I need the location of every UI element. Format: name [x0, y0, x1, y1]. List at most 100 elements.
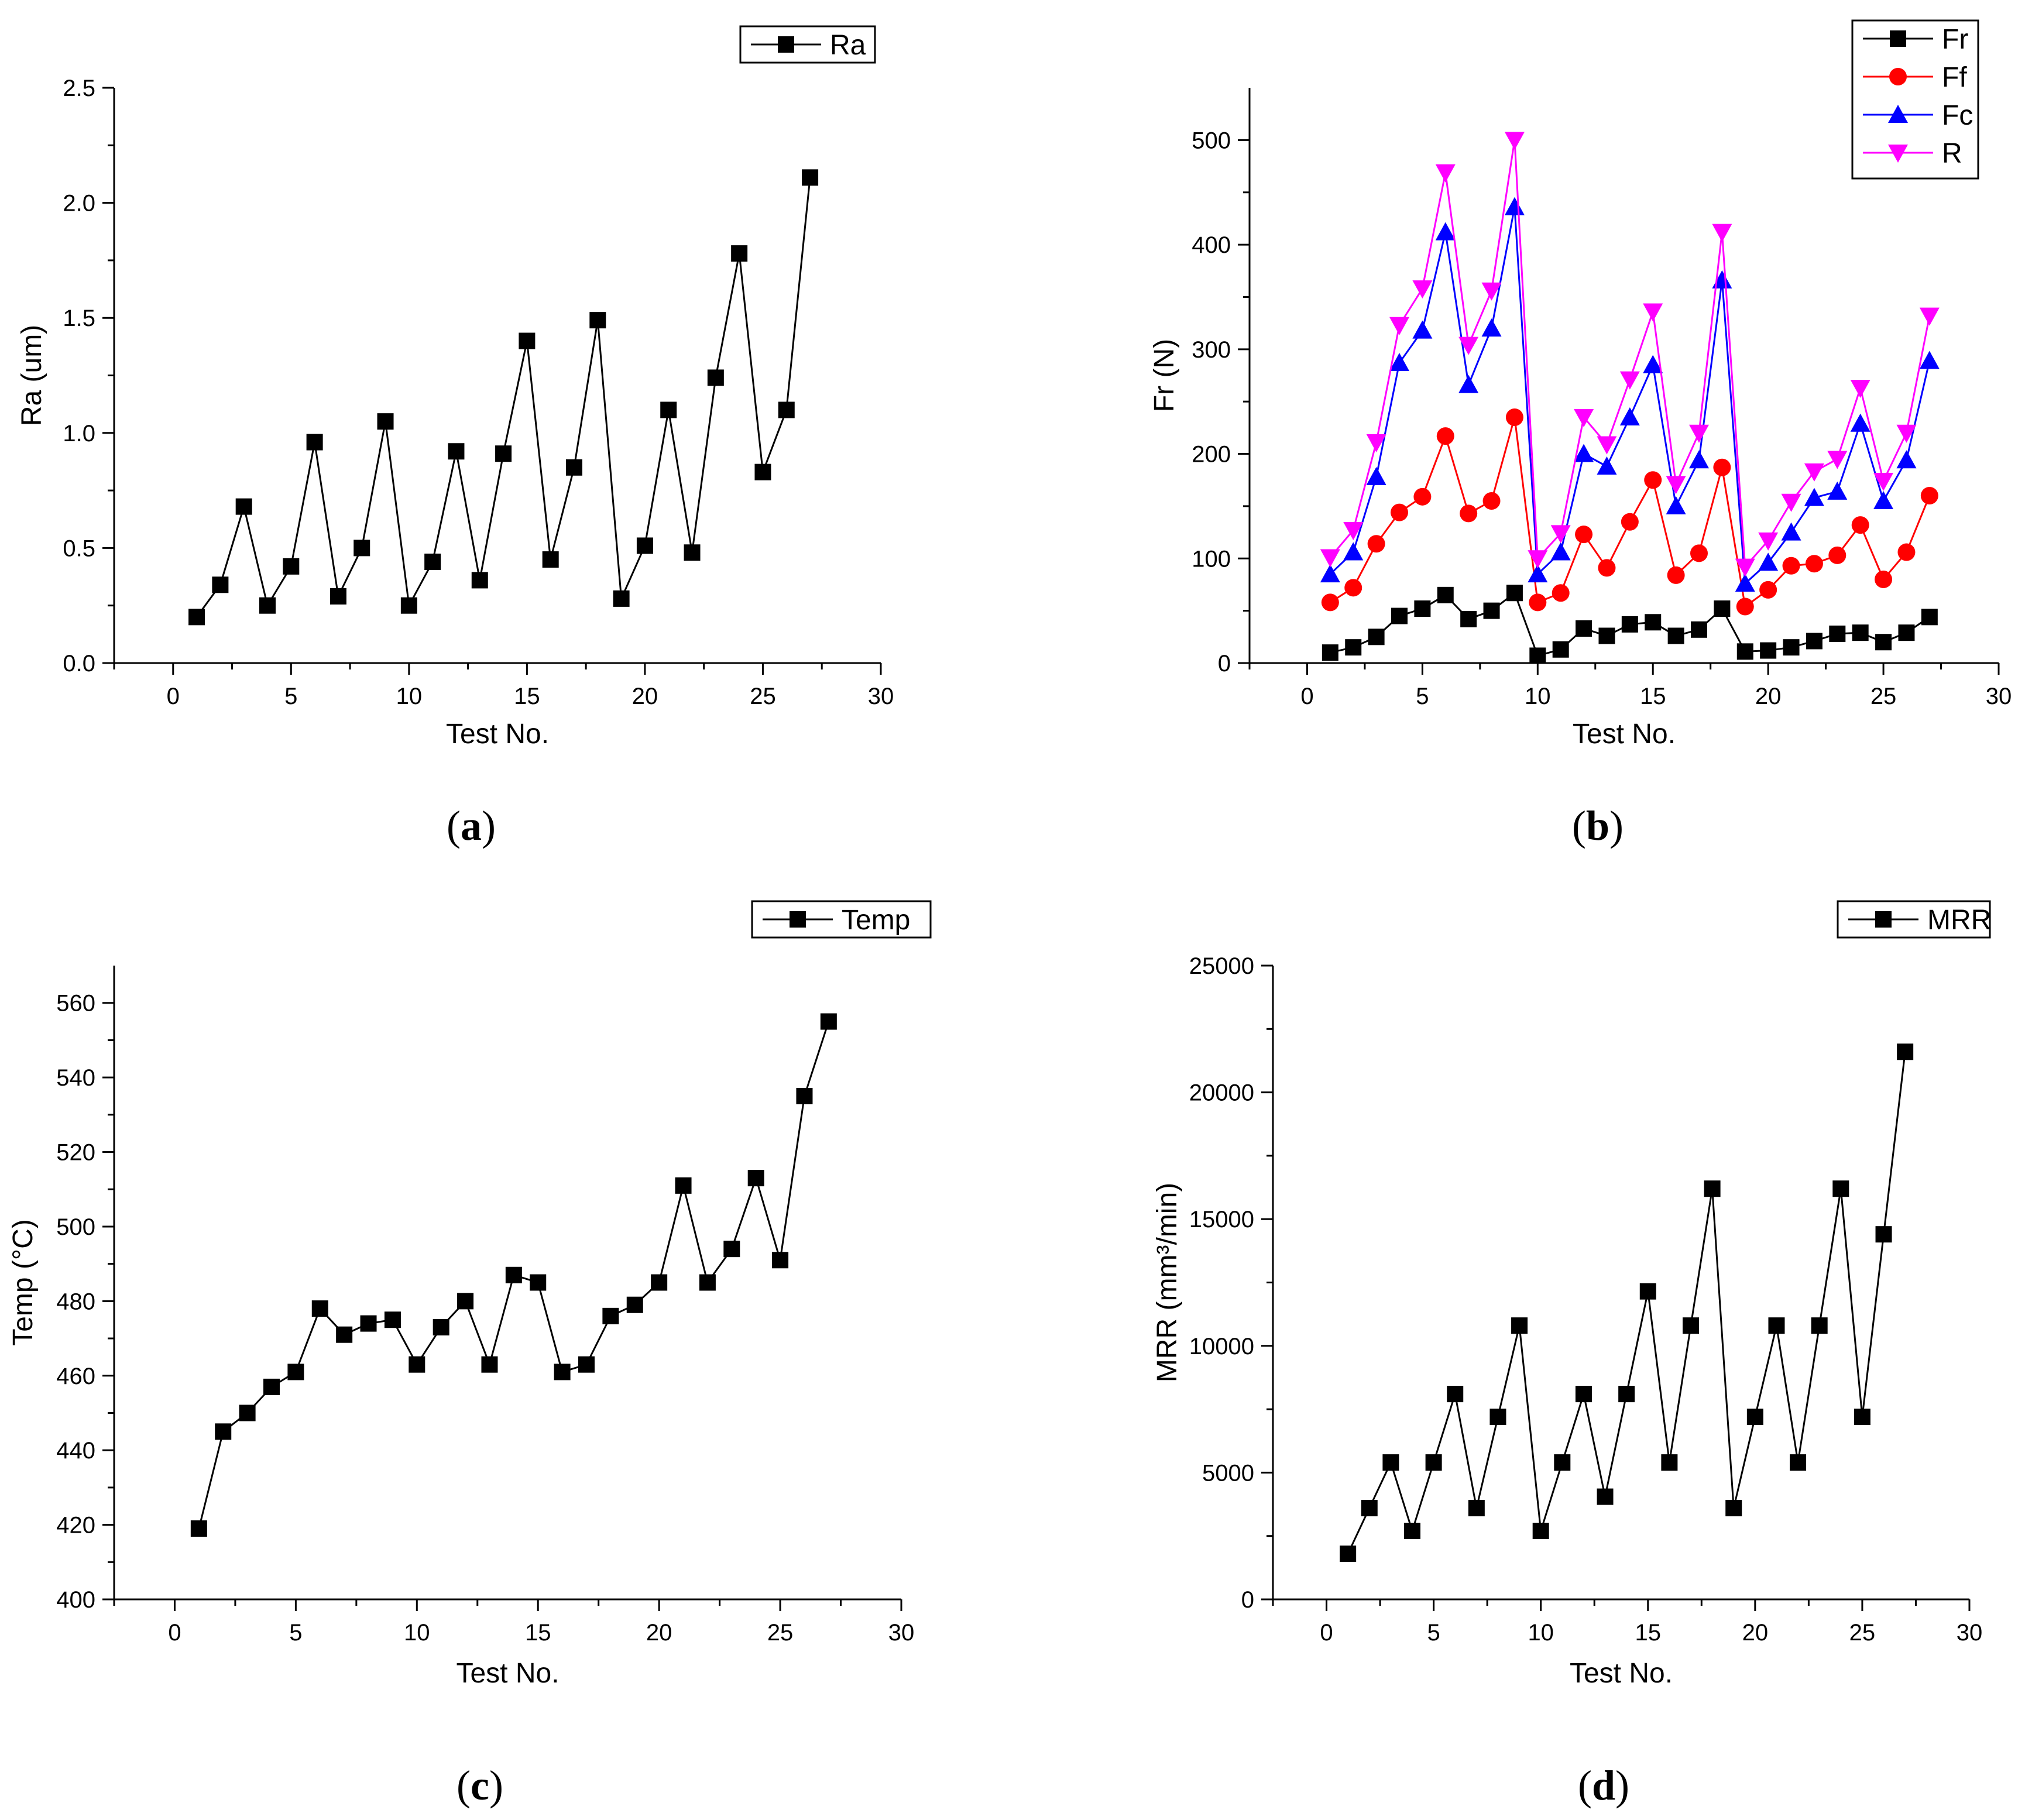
data-point	[1345, 639, 1362, 656]
data-point	[457, 1293, 474, 1310]
x-tick-label: 0	[167, 684, 180, 709]
y-tick-label: 500	[56, 1214, 95, 1240]
data-point	[660, 401, 677, 418]
y-tick-label: 15000	[1189, 1207, 1254, 1232]
data-point	[1661, 1454, 1678, 1471]
data-point	[1597, 1488, 1614, 1505]
x-tick-label: 30	[1957, 1620, 1983, 1646]
y-tick-label: 2.5	[63, 75, 95, 101]
y-tick-label: 400	[56, 1587, 95, 1613]
data-point	[1873, 473, 1894, 492]
data-point	[1340, 1546, 1357, 1563]
series-ff	[1321, 408, 1938, 616]
data-point	[336, 1326, 353, 1343]
data-point	[1644, 471, 1662, 489]
data-point	[1689, 424, 1709, 443]
data-point	[1667, 566, 1685, 584]
series-line	[1330, 417, 1931, 609]
data-point	[1667, 627, 1684, 644]
data-point	[1366, 466, 1386, 485]
data-point	[1619, 407, 1640, 425]
legend-marker	[1889, 68, 1907, 85]
x-tick-label: 15	[1640, 684, 1666, 709]
data-point	[409, 1356, 425, 1373]
data-point	[1782, 557, 1800, 575]
y-tick-label: 0	[1241, 1587, 1254, 1613]
data-point	[1897, 1043, 1914, 1060]
data-point	[212, 576, 229, 593]
x-axis-title: Test No.	[446, 719, 549, 750]
y-tick-label: 0.0	[63, 651, 95, 677]
data-point	[1850, 413, 1870, 432]
x-tick-label: 10	[1525, 684, 1551, 709]
series-line	[1347, 1052, 1906, 1554]
data-point	[1574, 444, 1594, 462]
data-point	[1343, 522, 1364, 541]
data-point	[1368, 629, 1385, 645]
data-point	[675, 1177, 692, 1194]
series-fc	[1320, 197, 1940, 592]
data-point	[1781, 493, 1801, 512]
data-point	[1898, 624, 1915, 641]
data-point	[542, 551, 559, 568]
data-point	[684, 544, 701, 561]
data-point	[1645, 614, 1662, 631]
data-point	[190, 1520, 207, 1537]
y-axis-title: Ra (um)	[16, 325, 47, 426]
data-point	[699, 1274, 716, 1291]
data-point	[1391, 503, 1408, 521]
data-point	[1804, 487, 1824, 506]
data-point	[1896, 450, 1917, 469]
data-point	[1768, 1317, 1785, 1334]
data-point	[530, 1274, 547, 1291]
x-tick-label: 0	[168, 1620, 181, 1646]
x-tick-label: 30	[1986, 684, 2012, 709]
x-tick-label: 10	[396, 684, 423, 709]
data-point	[1481, 282, 1502, 301]
y-tick-label: 0	[1218, 651, 1231, 677]
x-tick-label: 5	[1416, 684, 1429, 709]
data-point	[1575, 526, 1593, 544]
x-tick-label: 10	[404, 1620, 430, 1646]
x-tick-label: 30	[888, 1620, 915, 1646]
legend: Ra	[739, 25, 876, 64]
data-point	[613, 590, 630, 607]
y-axis-title: Temp (°C)	[8, 1219, 39, 1346]
legend: Fr Ff Fc R	[1851, 19, 1979, 180]
data-point	[1832, 1180, 1849, 1197]
y-tick-label: 560	[56, 991, 95, 1017]
data-point	[1460, 504, 1478, 523]
data-point	[239, 1405, 256, 1421]
y-tick-label: 300	[1192, 337, 1231, 363]
data-point	[1919, 307, 1940, 326]
data-point	[384, 1311, 401, 1328]
y-tick-label: 1.0	[63, 421, 95, 447]
x-tick-label: 15	[525, 1620, 551, 1646]
data-point	[802, 169, 819, 186]
data-point	[1482, 492, 1501, 510]
data-point	[1576, 620, 1592, 637]
data-point	[566, 459, 582, 476]
data-point	[731, 245, 748, 262]
data-point	[1367, 535, 1385, 553]
data-point	[1806, 633, 1823, 650]
data-point	[820, 1013, 837, 1030]
data-point	[1897, 543, 1916, 561]
data-point	[505, 1266, 522, 1283]
data-point	[1391, 607, 1408, 624]
x-tick-label: 25	[1849, 1620, 1876, 1646]
x-tick-label: 5	[1427, 1620, 1440, 1646]
data-point	[471, 572, 488, 589]
y-tick-label: 20000	[1189, 1080, 1254, 1106]
legend-marker	[778, 36, 794, 53]
data-point	[1896, 424, 1917, 443]
x-tick-label: 25	[750, 684, 776, 709]
data-point	[235, 498, 252, 515]
data-point	[1321, 593, 1339, 612]
y-tick-label: 480	[56, 1289, 95, 1314]
legend-marker	[790, 911, 806, 928]
data-point	[1435, 164, 1456, 183]
data-point	[1827, 481, 1848, 500]
data-point	[1413, 487, 1432, 506]
data-point	[1735, 574, 1755, 592]
